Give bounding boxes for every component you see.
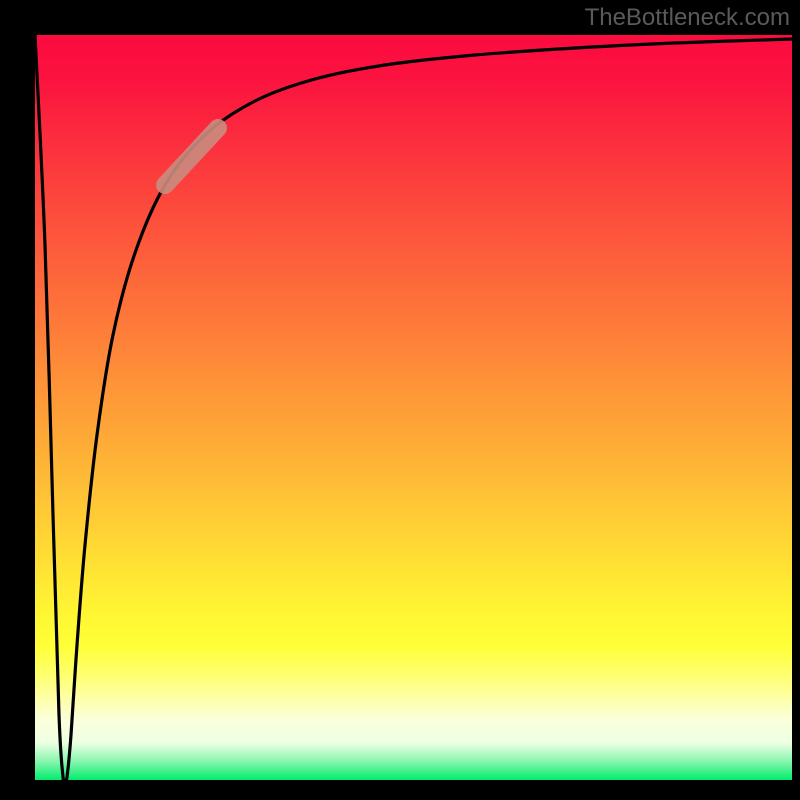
watermark-text: TheBottleneck.com — [585, 4, 790, 32]
plot-area — [35, 35, 792, 780]
chart-container: TheBottleneck.com — [0, 0, 800, 800]
gradient-background — [35, 35, 792, 780]
plot-svg — [35, 35, 792, 780]
